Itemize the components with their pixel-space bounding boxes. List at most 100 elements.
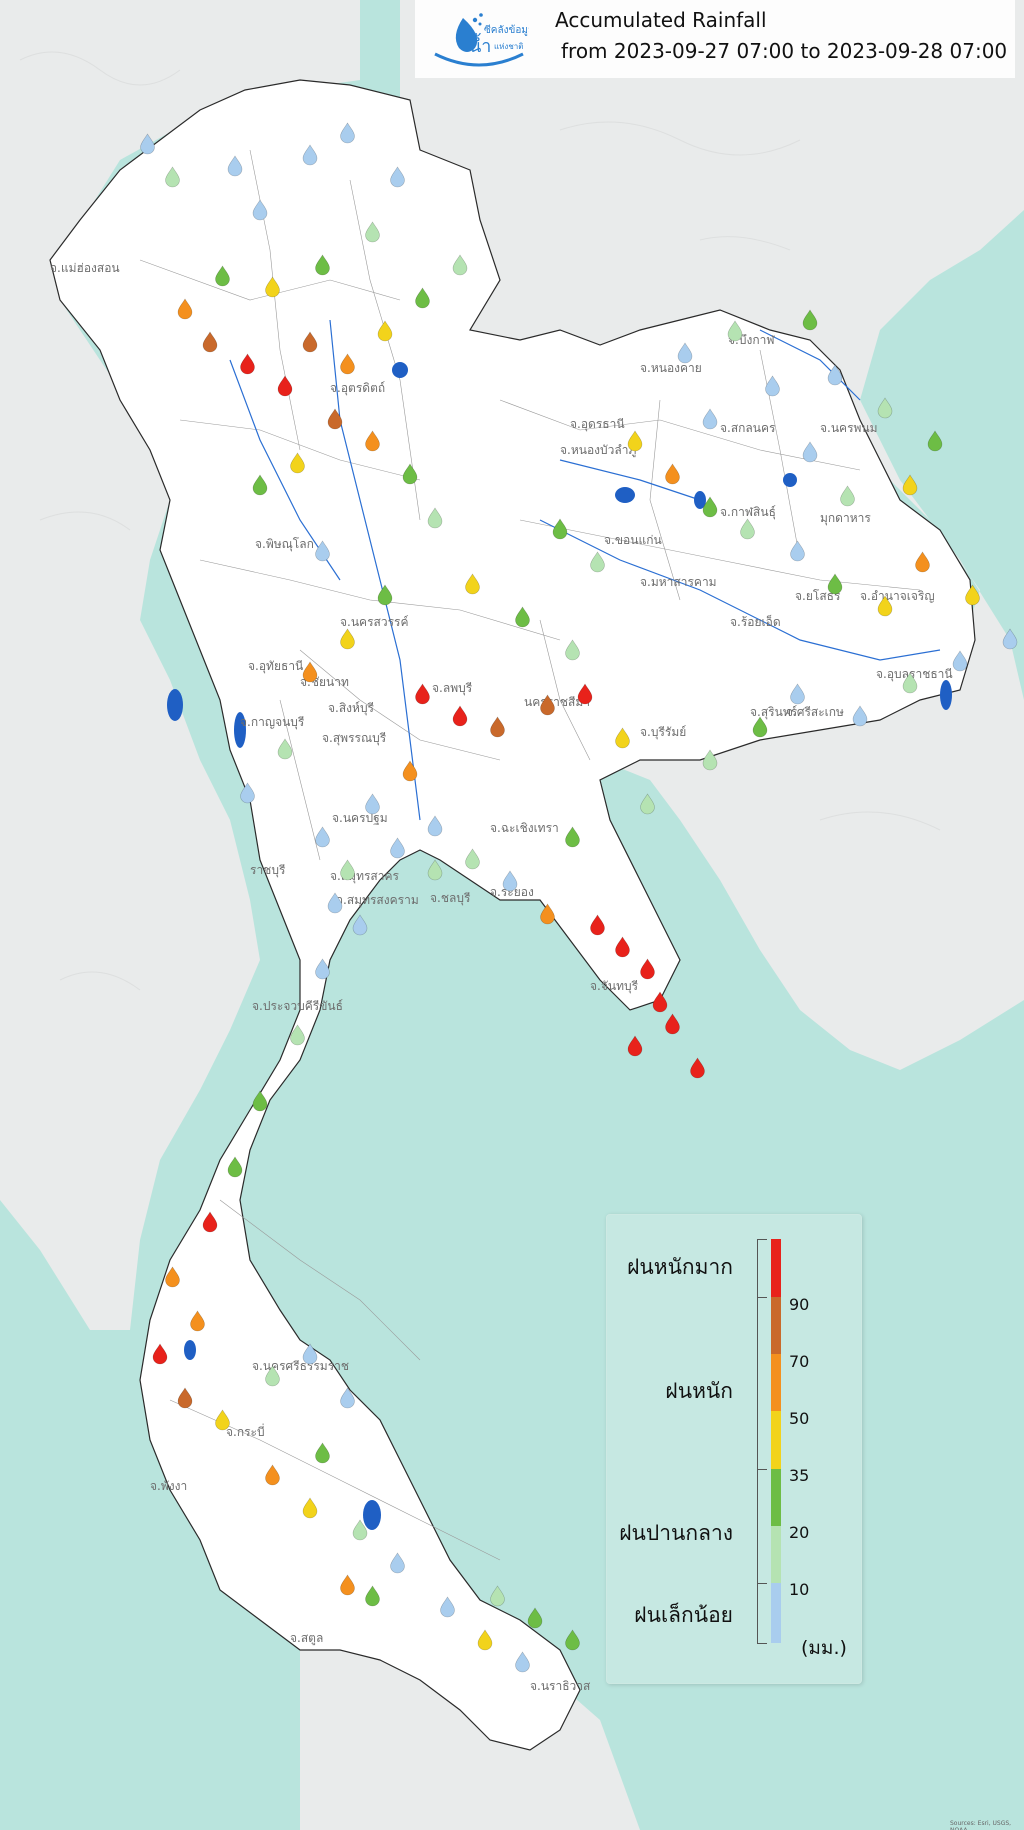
rain-gauge-marker[interactable] [265,1464,280,1486]
rain-gauge-marker[interactable] [802,309,818,331]
rain-gauge-marker[interactable] [465,573,480,595]
rain-gauge-marker[interactable] [877,595,893,617]
rain-gauge-marker[interactable] [340,859,355,881]
rain-gauge-marker[interactable] [227,1156,243,1178]
rain-gauge-marker[interactable] [315,1442,330,1464]
rain-gauge-marker[interactable] [827,364,843,386]
rain-gauge-marker[interactable] [877,397,893,419]
rain-gauge-marker[interactable] [390,166,405,188]
rain-gauge-marker[interactable] [852,705,868,727]
rain-gauge-marker[interactable] [915,551,930,573]
rain-gauge-marker[interactable] [365,1585,380,1607]
rain-gauge-marker[interactable] [490,716,505,738]
rain-gauge-marker[interactable] [352,1519,368,1541]
rain-gauge-marker[interactable] [340,122,355,144]
rain-gauge-marker[interactable] [615,936,630,958]
rain-gauge-marker[interactable] [227,155,243,177]
rain-gauge-marker[interactable] [290,452,305,474]
rain-gauge-marker[interactable] [415,287,430,309]
rain-gauge-marker[interactable] [152,1343,168,1365]
rain-gauge-marker[interactable] [390,837,405,859]
rain-gauge-marker[interactable] [327,408,343,430]
rain-gauge-marker[interactable] [540,694,555,716]
rain-gauge-marker[interactable] [627,1035,643,1057]
rain-gauge-marker[interactable] [402,463,418,485]
rain-gauge-marker[interactable] [202,331,218,353]
rain-gauge-marker[interactable] [340,1387,355,1409]
rain-gauge-marker[interactable] [315,826,330,848]
rain-gauge-marker[interactable] [790,540,805,562]
rain-gauge-marker[interactable] [665,463,680,485]
rain-gauge-marker[interactable] [965,584,980,606]
rain-gauge-marker[interactable] [215,1409,230,1431]
rain-gauge-marker[interactable] [277,738,293,760]
rain-gauge-marker[interactable] [165,166,180,188]
rain-gauge-marker[interactable] [265,276,280,298]
rain-gauge-marker[interactable] [627,430,643,452]
rain-gauge-marker[interactable] [515,606,530,628]
rain-gauge-marker[interactable] [202,1211,218,1233]
rain-gauge-marker[interactable] [640,793,655,815]
rain-gauge-marker[interactable] [177,298,193,320]
rain-gauge-marker[interactable] [690,1057,705,1079]
rain-gauge-marker[interactable] [727,320,743,342]
rain-gauge-marker[interactable] [252,1090,268,1112]
rain-gauge-marker[interactable] [565,639,580,661]
rain-gauge-marker[interactable] [702,749,718,771]
rain-gauge-marker[interactable] [377,584,393,606]
rain-gauge-marker[interactable] [665,1013,680,1035]
rain-gauge-marker[interactable] [640,958,655,980]
rain-gauge-marker[interactable] [302,661,318,683]
rain-gauge-marker[interactable] [377,320,393,342]
rain-gauge-marker[interactable] [302,144,318,166]
rain-gauge-marker[interactable] [540,903,555,925]
rain-gauge-marker[interactable] [477,1629,493,1651]
rain-gauge-marker[interactable] [790,683,805,705]
rain-gauge-marker[interactable] [302,1343,318,1365]
rain-gauge-marker[interactable] [365,430,380,452]
rain-gauge-marker[interactable] [827,573,843,595]
rain-gauge-marker[interactable] [440,1596,455,1618]
rain-gauge-marker[interactable] [340,353,355,375]
rain-gauge-marker[interactable] [590,551,605,573]
rain-gauge-stations[interactable] [140,122,1024,1673]
rain-gauge-marker[interactable] [402,760,418,782]
rain-gauge-marker[interactable] [552,518,568,540]
rain-gauge-marker[interactable] [565,826,580,848]
rain-gauge-marker[interactable] [752,716,768,738]
rain-gauge-marker[interactable] [165,1266,180,1288]
rain-gauge-marker[interactable] [327,892,343,914]
rain-gauge-marker[interactable] [340,628,355,650]
rain-gauge-marker[interactable] [265,1365,280,1387]
rain-gauge-marker[interactable] [390,1552,405,1574]
rain-gauge-marker[interactable] [652,991,668,1013]
rain-gauge-marker[interactable] [527,1607,543,1629]
rain-gauge-marker[interactable] [802,441,818,463]
rain-gauge-marker[interactable] [740,518,755,540]
rain-gauge-marker[interactable] [240,782,255,804]
rain-gauge-marker[interactable] [840,485,855,507]
rain-gauge-marker[interactable] [277,375,293,397]
rain-gauge-marker[interactable] [502,870,518,892]
rain-gauge-marker[interactable] [177,1387,193,1409]
rain-gauge-marker[interactable] [290,1024,305,1046]
rain-gauge-marker[interactable] [565,1629,580,1651]
rain-gauge-marker[interactable] [190,1310,205,1332]
rain-gauge-marker[interactable] [765,375,780,397]
rain-gauge-marker[interactable] [302,1497,318,1519]
rain-gauge-marker[interactable] [515,1651,530,1673]
rain-gauge-marker[interactable] [240,353,255,375]
rain-gauge-marker[interactable] [702,496,718,518]
rain-gauge-marker[interactable] [140,133,155,155]
rain-gauge-marker[interactable] [452,705,468,727]
rain-gauge-marker[interactable] [465,848,480,870]
rain-gauge-marker[interactable] [902,474,918,496]
rain-gauge-marker[interactable] [315,540,330,562]
rain-gauge-marker[interactable] [615,727,630,749]
rain-gauge-marker[interactable] [427,815,443,837]
rain-gauge-marker[interactable] [315,254,330,276]
rain-gauge-marker[interactable] [677,342,693,364]
rain-gauge-marker[interactable] [452,254,468,276]
rain-gauge-marker[interactable] [702,408,718,430]
